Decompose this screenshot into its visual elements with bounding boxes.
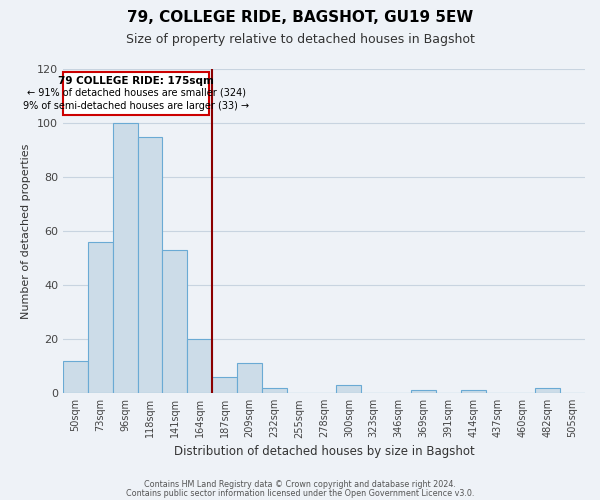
Bar xyxy=(237,364,262,393)
Bar xyxy=(137,136,163,393)
Bar xyxy=(63,361,88,393)
Text: 79 COLLEGE RIDE: 175sqm: 79 COLLEGE RIDE: 175sqm xyxy=(58,76,214,86)
Bar xyxy=(163,250,187,393)
Text: 79, COLLEGE RIDE, BAGSHOT, GU19 5EW: 79, COLLEGE RIDE, BAGSHOT, GU19 5EW xyxy=(127,10,473,25)
Bar xyxy=(262,388,287,393)
Bar xyxy=(337,385,361,393)
Bar xyxy=(187,339,212,393)
Text: 9% of semi-detached houses are larger (33) →: 9% of semi-detached houses are larger (3… xyxy=(23,102,249,112)
Y-axis label: Number of detached properties: Number of detached properties xyxy=(22,144,31,319)
Bar xyxy=(212,377,237,393)
Text: Contains public sector information licensed under the Open Government Licence v3: Contains public sector information licen… xyxy=(126,488,474,498)
Text: ← 91% of detached houses are smaller (324): ← 91% of detached houses are smaller (32… xyxy=(26,88,245,98)
X-axis label: Distribution of detached houses by size in Bagshot: Distribution of detached houses by size … xyxy=(173,444,475,458)
Bar xyxy=(411,390,436,393)
FancyBboxPatch shape xyxy=(63,72,209,115)
Bar xyxy=(113,123,137,393)
Bar xyxy=(88,242,113,393)
Text: Contains HM Land Registry data © Crown copyright and database right 2024.: Contains HM Land Registry data © Crown c… xyxy=(144,480,456,489)
Text: Size of property relative to detached houses in Bagshot: Size of property relative to detached ho… xyxy=(125,32,475,46)
Bar xyxy=(535,388,560,393)
Bar xyxy=(461,390,485,393)
